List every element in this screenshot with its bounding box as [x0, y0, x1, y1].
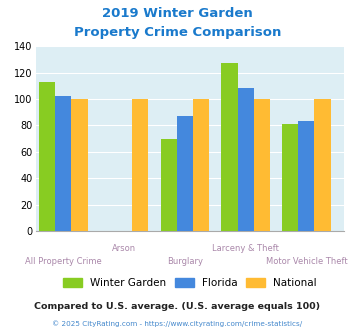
Bar: [315, 99, 331, 231]
Text: Burglary: Burglary: [167, 257, 203, 266]
Text: Motor Vehicle Theft: Motor Vehicle Theft: [266, 257, 347, 266]
Bar: [282, 124, 298, 231]
Bar: [221, 63, 237, 231]
Bar: [193, 99, 209, 231]
Legend: Winter Garden, Florida, National: Winter Garden, Florida, National: [59, 274, 321, 292]
Bar: [160, 139, 177, 231]
Text: Larceny & Theft: Larceny & Theft: [212, 244, 279, 253]
Bar: [177, 116, 193, 231]
Bar: [298, 121, 315, 231]
Bar: [39, 82, 55, 231]
Text: Arson: Arson: [112, 244, 136, 253]
Bar: [132, 99, 148, 231]
Text: © 2025 CityRating.com - https://www.cityrating.com/crime-statistics/: © 2025 CityRating.com - https://www.city…: [53, 320, 302, 327]
Text: 2019 Winter Garden: 2019 Winter Garden: [102, 7, 253, 19]
Text: All Property Crime: All Property Crime: [25, 257, 102, 266]
Bar: [55, 96, 71, 231]
Bar: [71, 99, 88, 231]
Bar: [254, 99, 270, 231]
Text: Property Crime Comparison: Property Crime Comparison: [74, 26, 281, 39]
Bar: [237, 88, 254, 231]
Text: Compared to U.S. average. (U.S. average equals 100): Compared to U.S. average. (U.S. average …: [34, 302, 321, 311]
